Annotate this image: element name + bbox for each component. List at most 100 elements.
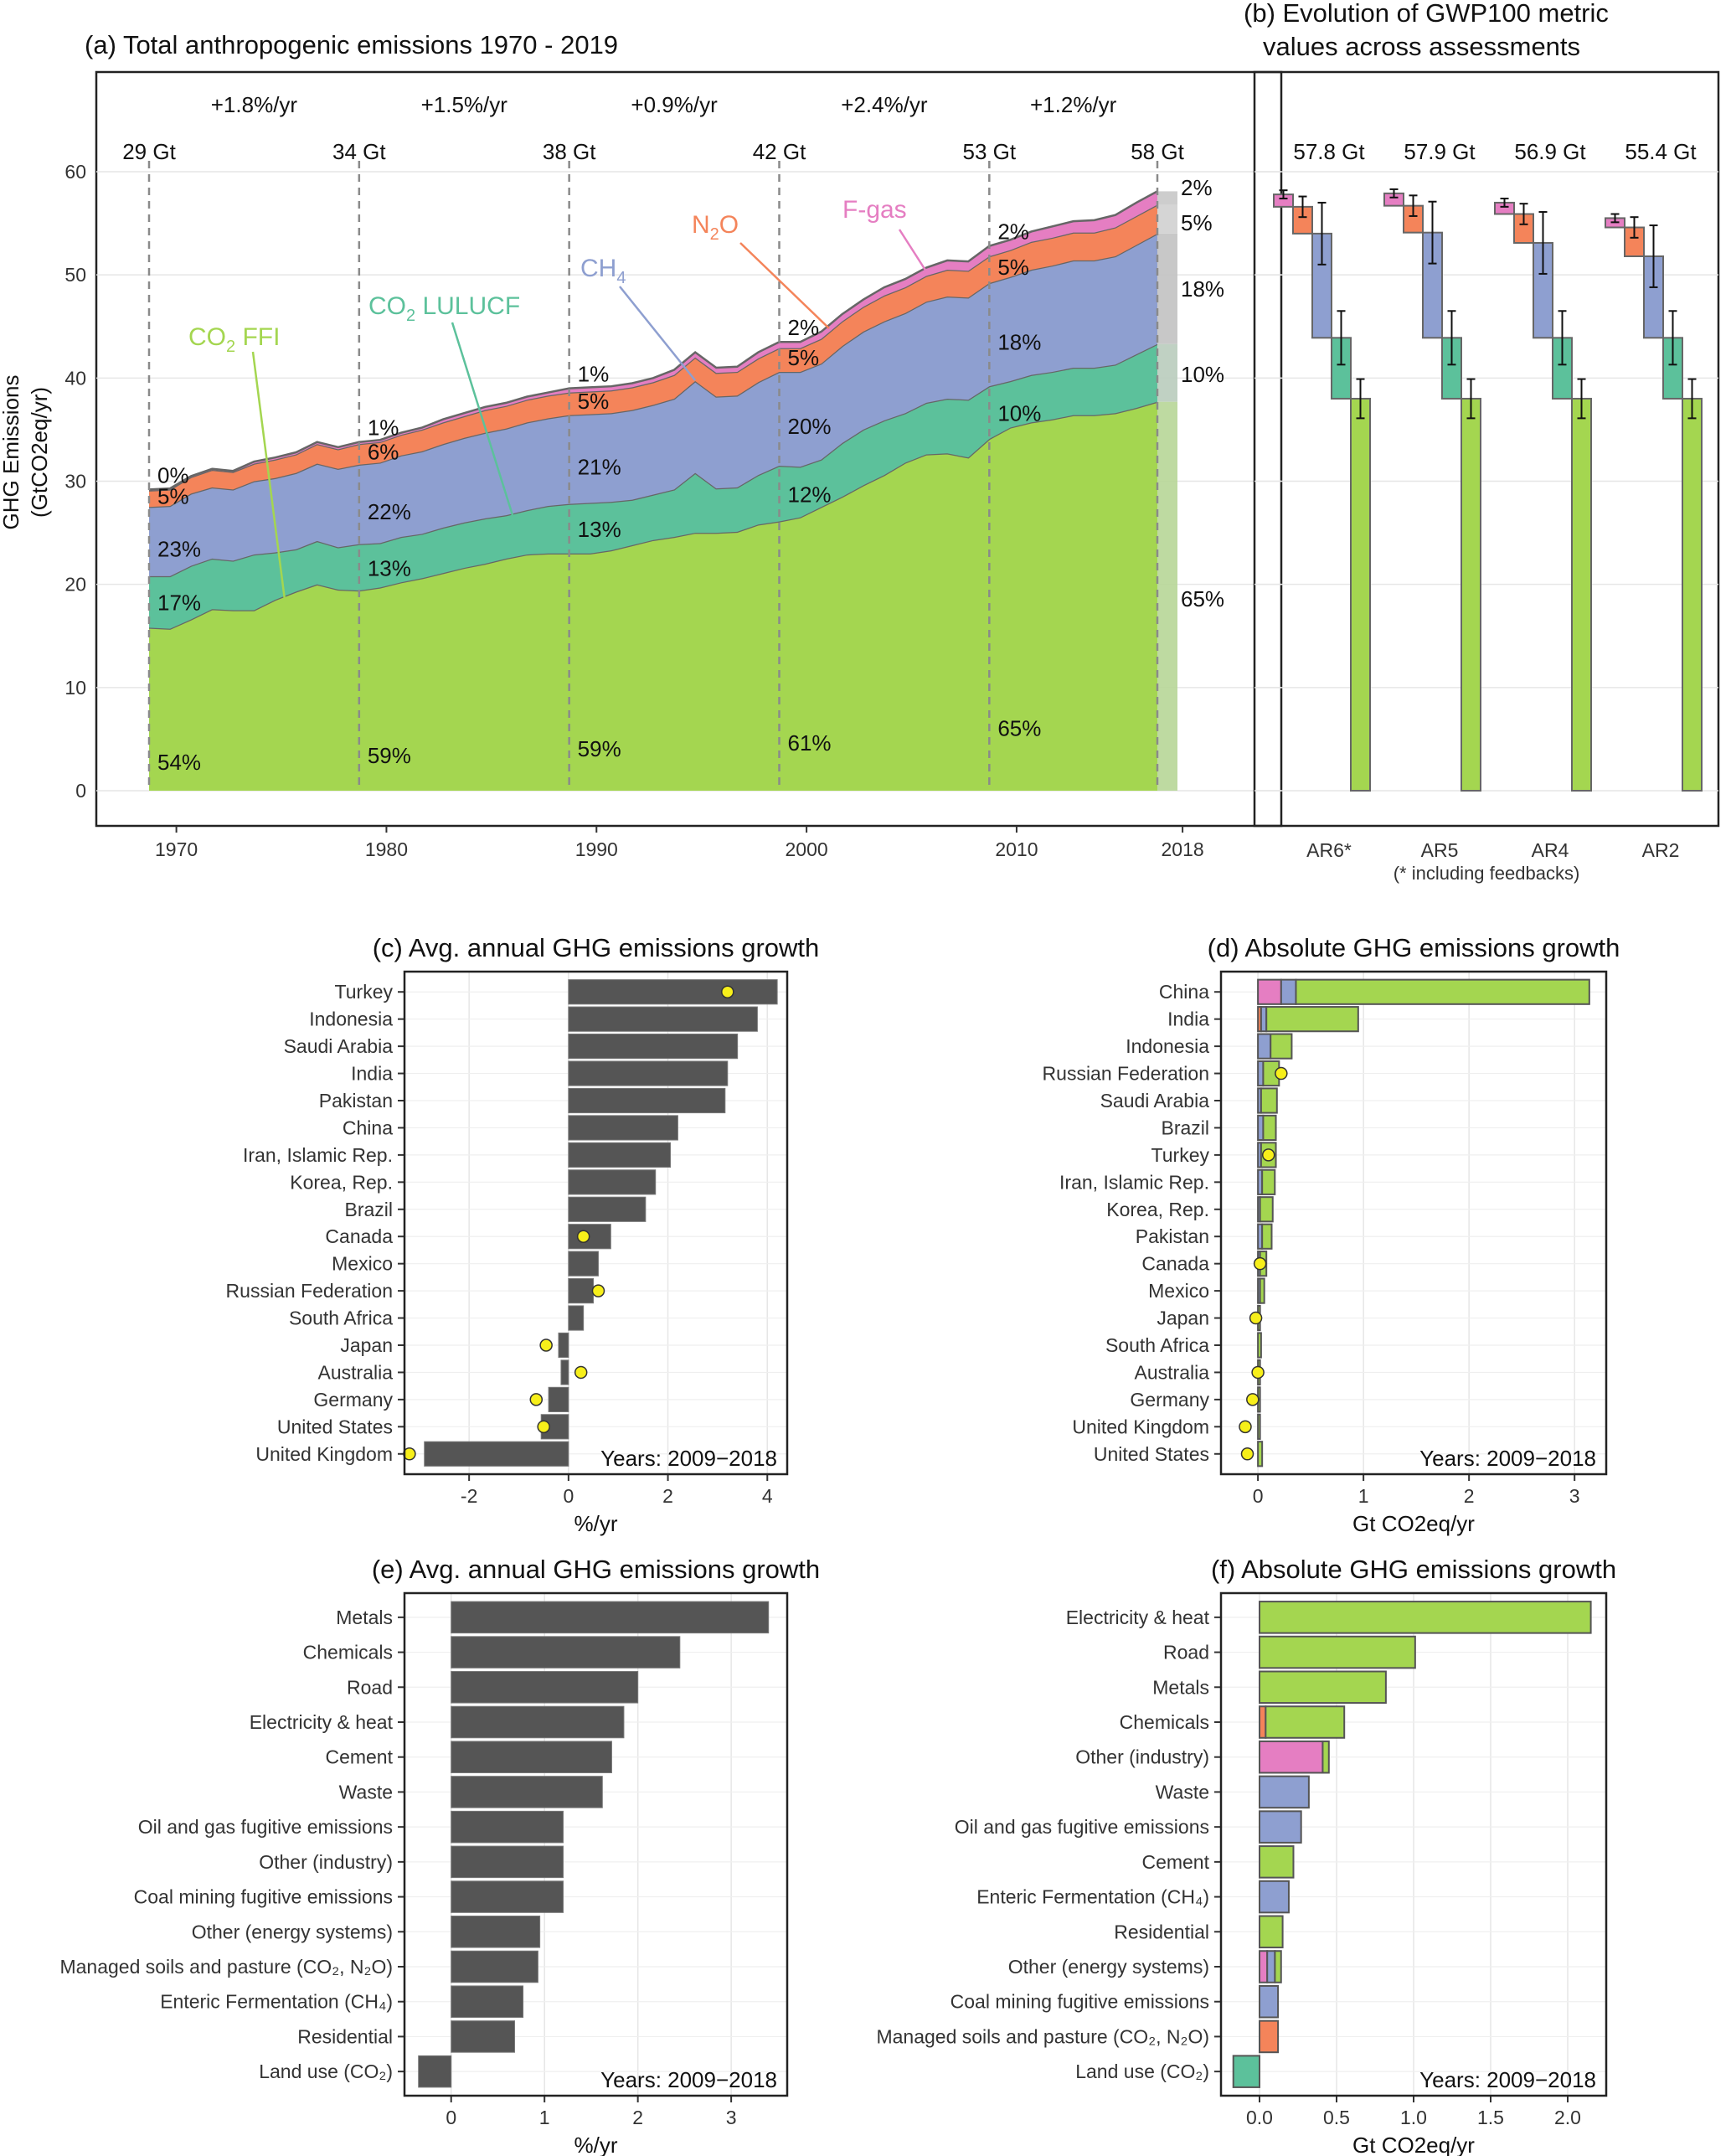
panel-c-highlight-dot (574, 1365, 588, 1380)
panel-e-bar (451, 1950, 538, 1983)
panel-c-category-label: India (351, 1063, 393, 1085)
panel-c-title: (c) Avg. annual GHG emissions growth (373, 933, 820, 962)
panel-a-xtick: 1980 (365, 838, 408, 860)
panel-c-category-label: Saudi Arabia (284, 1035, 394, 1057)
panel-a-area-co2-ffi (149, 401, 1157, 791)
panel-d-category-label: Korea, Rep. (1106, 1199, 1209, 1220)
panel-e-category-label: Other (industry) (259, 1851, 393, 1873)
panel-a-share-label: 61% (788, 730, 832, 756)
panel-f-sector-absolute-growth: (f) Absolute GHG emissions growth 0.0 0.5 1… (876, 1555, 1616, 2156)
panel-a-total-emissions: (a) Total anthropogenic emissions 1970 -… (0, 30, 1283, 860)
panel-d-stacked-segment (1262, 1114, 1277, 1142)
panel-d-stacked-segment (1295, 978, 1590, 1005)
panel-d-country-absolute-growth: (d) Absolute GHG emissions growth 0 1 2 3 Chi… (1043, 933, 1620, 1536)
panel-d-stacked-segment (1280, 978, 1297, 1005)
panel-b-total-label: 57.8 Gt (1293, 139, 1365, 164)
panel-a-growth-label: +1.2%/yr (1030, 92, 1117, 117)
panel-c-category-label: Russian Federation (226, 1280, 393, 1302)
panel-a-2019-band (1157, 343, 1177, 402)
panel-c-bar (568, 979, 778, 1005)
panel-d-category-label: Australia (1135, 1361, 1210, 1383)
panel-f-stacked-segment (1259, 2019, 1280, 2054)
panel-e-bar (451, 2020, 516, 2053)
panel-e-category-label: Oil and gas fugitive emissions (138, 1816, 393, 1838)
panel-d-highlight-dot (1240, 1447, 1254, 1461)
panel-d-stacked-segment (1260, 1087, 1278, 1114)
panel-f-xlabel: Gt CO2eq/yr (1352, 2133, 1475, 2156)
panel-c-bar (568, 1006, 758, 1032)
panel-c-category-label: Canada (325, 1225, 393, 1247)
panel-f-stacked-segment (1259, 1880, 1290, 1914)
panel-c-bar (568, 1142, 672, 1168)
panel-c-bar (560, 1359, 569, 1385)
panel-e-bar (451, 1601, 770, 1634)
panel-d-category-label: United Kingdom (1072, 1416, 1209, 1437)
panel-a-total-label: 53 Gt (963, 139, 1017, 164)
panel-a-share-label: 2% (1181, 175, 1213, 200)
panel-c-bar (568, 1196, 647, 1222)
panel-f-category-label: Land use (CO₂) (1075, 2061, 1209, 2082)
panel-d-stacked-segment (1257, 1413, 1261, 1440)
panel-e-category-label: Managed soils and pasture (CO₂, N₂O) (59, 1956, 393, 1978)
panel-a-share-label: 18% (1181, 276, 1224, 302)
panel-d-title: (d) Absolute GHG emissions growth (1208, 933, 1620, 962)
panel-e-category-label: Coal mining fugitive emissions (134, 1886, 393, 1908)
panel-b-total-label: 56.9 Gt (1514, 139, 1586, 164)
panel-a-share-label: 59% (578, 736, 621, 761)
panel-d-years-note: Years: 2009−2018 (1419, 1446, 1596, 1471)
panel-c-category-label: China (343, 1117, 393, 1138)
panel-e-xtick: 0 (446, 2107, 456, 2128)
panel-c-highlight-dot (576, 1230, 590, 1243)
panel-f-stacked-segment (1321, 1740, 1330, 1774)
panel-f-category-label: Chemicals (1120, 1711, 1209, 1733)
panel-a-share-label: 1% (368, 415, 399, 441)
panel-c-highlight-dot (539, 1338, 553, 1352)
panel-d-xtick: 1 (1358, 1485, 1369, 1507)
panel-c-category-label: United States (277, 1416, 393, 1437)
panel-b-total-label: 55.4 Gt (1625, 139, 1697, 164)
panel-f-stacked-segment (1259, 1810, 1302, 1844)
panel-b-footnote: (* including feedbacks) (1394, 863, 1580, 884)
panel-a-total-label: 42 Gt (753, 139, 806, 164)
panel-b-title-line2: values across assessments (1263, 32, 1580, 61)
panel-c-category-label: Iran, Islamic Rep. (243, 1144, 393, 1166)
panel-e-category-label: Road (347, 1676, 393, 1698)
panel-f-stacked-segment (1259, 1635, 1416, 1669)
panel-a-total-label: 34 Gt (332, 139, 386, 164)
panel-f-stacked-segment (1259, 1984, 1280, 2019)
panel-c-country-growth-rate: (c) Avg. annual GHG emissions growth -2 0 2… (226, 933, 820, 1536)
panel-a-gas-leader (898, 229, 928, 272)
panel-a-gas-label: N2O (692, 211, 739, 244)
panel-d-stacked-segment (1257, 1441, 1264, 1467)
panel-e-category-label: Cement (325, 1746, 393, 1768)
panel-d-category-label: United States (1094, 1443, 1209, 1465)
panel-e-bar (451, 1985, 524, 2018)
panel-c-xlabel: %/yr (574, 1511, 618, 1536)
panel-a-gas-leader (619, 286, 696, 381)
panel-a-ylabel-units: (GtCO2eq/yr) (27, 387, 52, 518)
panel-c-category-label: Mexico (332, 1253, 393, 1275)
panel-e-category-label: Waste (339, 1781, 393, 1803)
panel-f-xtick: 2.0 (1554, 2107, 1581, 2128)
panel-a-xtick: 2010 (995, 838, 1038, 860)
panel-f-category-label: Coal mining fugitive emissions (951, 1991, 1209, 2013)
panel-a-xtick: 1970 (155, 838, 198, 860)
panel-f-category-label: Metals (1152, 1676, 1209, 1698)
panel-d-category-label: Russian Federation (1043, 1063, 1209, 1085)
panel-d-category-label: Mexico (1148, 1280, 1209, 1302)
panel-d-category-label: Brazil (1161, 1117, 1209, 1138)
panel-d-stacked-segment (1270, 1033, 1293, 1060)
panel-f-stacked-segment (1259, 1915, 1284, 1949)
panel-a-share-label: 18% (997, 330, 1041, 355)
panel-b-waterfall-bar (1682, 397, 1703, 792)
panel-d-category-label: India (1167, 1008, 1209, 1030)
panel-a-total-label: 38 Gt (543, 139, 596, 164)
panel-c-highlight-dot (591, 1284, 605, 1297)
panel-d-category-label: China (1159, 981, 1209, 1003)
panel-b-xtick: AR6* (1306, 839, 1352, 861)
panel-d-stacked-segment (1257, 1033, 1272, 1060)
panel-e-bar (451, 1776, 603, 1808)
panel-c-category-label: Korea, Rep. (290, 1171, 393, 1193)
panel-e-bar (451, 1671, 639, 1704)
